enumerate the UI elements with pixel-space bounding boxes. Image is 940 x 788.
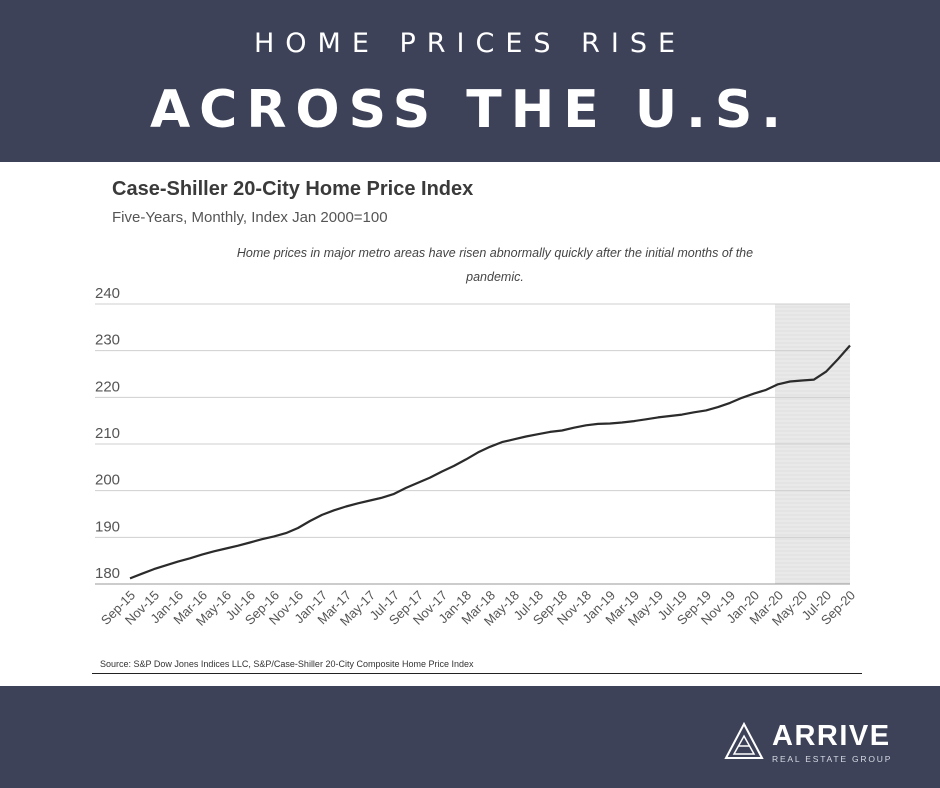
footer-band	[0, 686, 940, 788]
chart-annotation: Home prices in major metro areas have ri…	[236, 246, 754, 284]
index-line	[129, 344, 851, 580]
headline-line-1: HOME PRICES RISE	[253, 28, 687, 59]
source-divider	[92, 673, 862, 674]
logo-wordmark: ARRIVE	[772, 720, 891, 752]
y-tick-label: 240	[95, 285, 120, 302]
y-tick-label: 180	[95, 565, 120, 582]
arrive-logo: ARRIVE REAL ESTATE GROUP	[724, 720, 924, 768]
logo-tagline: REAL ESTATE GROUP	[772, 754, 893, 764]
y-tick-label: 190	[95, 518, 120, 535]
y-tick-label: 200	[95, 472, 120, 489]
y-tick-label: 220	[95, 378, 120, 395]
header-band	[0, 0, 940, 162]
triangle-logo-icon	[724, 722, 764, 759]
chart-subtitle: Five-Years, Monthly, Index Jan 2000=100	[112, 209, 388, 226]
source-note: Source: S&P Dow Jones Indices LLC, S&P/C…	[100, 659, 474, 669]
y-tick-label: 230	[95, 332, 120, 349]
chart-title: Case-Shiller 20-City Home Price Index	[112, 178, 474, 200]
headline-line-2: ACROSS THE U.S.	[149, 80, 791, 140]
y-tick-label: 210	[95, 425, 120, 442]
